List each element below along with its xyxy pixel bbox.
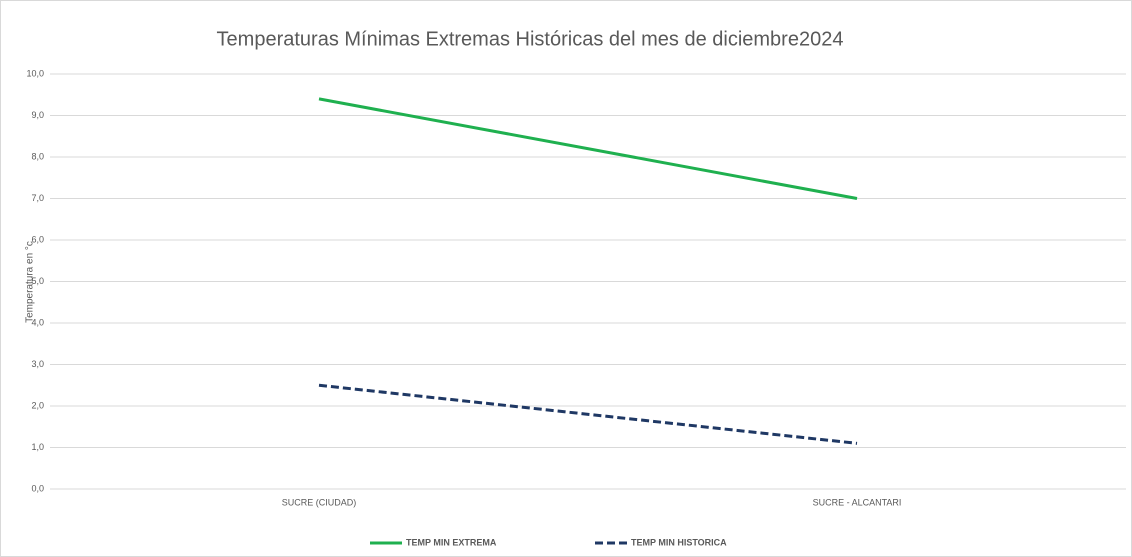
y-tick-label: 7,0	[31, 193, 44, 203]
y-tick-label: 8,0	[31, 151, 44, 161]
x-tick-label: SUCRE (CIUDAD)	[282, 497, 357, 507]
y-tick-label: 4,0	[31, 317, 44, 327]
chart-title: Temperaturas Mínimas Extremas Históricas…	[217, 28, 844, 50]
legend-label: TEMP MIN HISTORICA	[631, 537, 727, 547]
x-tick-label: SUCRE - ALCANTARI	[813, 497, 902, 507]
y-tick-label: 9,0	[31, 110, 44, 120]
legend-label: TEMP MIN EXTREMA	[406, 537, 497, 547]
y-tick-label: 0,0	[31, 483, 44, 493]
y-tick-label: 2,0	[31, 400, 44, 410]
y-tick-label: 1,0	[31, 442, 44, 452]
y-tick-label: 5,0	[31, 276, 44, 286]
y-axis-label: Temperatura en °c	[25, 241, 36, 323]
series-line	[318, 97, 858, 200]
series-line	[318, 383, 858, 445]
y-tick-label: 6,0	[31, 234, 44, 244]
y-tick-label: 3,0	[31, 359, 44, 369]
y-tick-label: 10,0	[26, 68, 44, 78]
